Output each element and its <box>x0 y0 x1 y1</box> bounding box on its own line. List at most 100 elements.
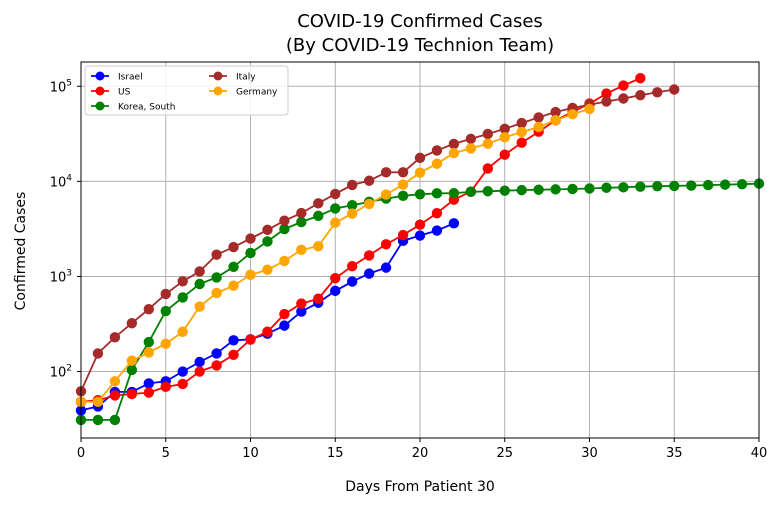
data-point-korea-south <box>550 184 561 195</box>
data-point-us <box>414 219 426 230</box>
data-point-italy <box>313 198 324 209</box>
x-tick-label: 5 <box>162 446 170 461</box>
data-point-italy <box>279 215 290 226</box>
data-point-us <box>635 73 646 84</box>
data-point-italy <box>669 84 680 95</box>
data-point-italy <box>211 249 222 260</box>
series-korea-south <box>75 178 765 426</box>
data-point-korea-south <box>482 186 493 197</box>
data-point-us <box>296 298 307 309</box>
data-point-germany <box>177 326 188 337</box>
data-point-italy <box>499 123 510 134</box>
data-point-italy <box>363 175 375 186</box>
y-tick-base: 10 <box>50 366 67 381</box>
data-point-italy <box>635 89 646 101</box>
data-point-italy <box>380 167 392 178</box>
x-tick-label: 15 <box>327 446 344 461</box>
data-point-italy <box>601 96 612 107</box>
data-point-us <box>499 149 510 160</box>
data-point-korea-south <box>313 210 324 222</box>
data-point-us <box>279 308 290 320</box>
data-point-us <box>109 390 121 401</box>
data-point-germany <box>448 147 460 159</box>
data-point-italy <box>330 188 341 200</box>
data-point-germany <box>143 347 154 358</box>
data-point-italy <box>109 332 121 343</box>
data-point-israel <box>296 306 307 317</box>
data-point-germany <box>228 280 239 291</box>
data-point-germany <box>211 287 222 299</box>
series-line-us <box>80 77 641 403</box>
data-point-italy <box>414 152 426 164</box>
data-point-israel <box>363 268 375 279</box>
data-point-korea-south <box>736 179 748 190</box>
data-point-us <box>262 326 273 337</box>
data-point-us <box>397 229 409 241</box>
data-point-germany <box>465 143 477 154</box>
data-point-us <box>516 137 527 148</box>
data-point-us <box>177 378 188 390</box>
data-point-us <box>194 366 205 377</box>
data-point-us <box>245 334 256 345</box>
data-point-germany <box>194 301 205 312</box>
data-point-italy <box>347 179 358 191</box>
legend-entry-us: US <box>91 86 131 98</box>
x-tick-label: 35 <box>666 446 683 461</box>
data-point-italy <box>550 106 561 118</box>
data-point-germany <box>499 132 510 143</box>
data-point-us <box>363 250 375 261</box>
x-tick-label: 30 <box>581 446 598 461</box>
data-point-korea-south <box>228 261 239 273</box>
data-point-us <box>126 388 138 400</box>
data-point-germany <box>567 108 578 120</box>
data-point-germany <box>296 244 307 255</box>
data-point-israel <box>431 225 443 236</box>
data-point-italy <box>448 138 460 150</box>
legend-label: US <box>118 88 131 98</box>
data-point-germany <box>414 167 426 178</box>
data-point-germany <box>550 115 561 126</box>
data-point-germany <box>516 126 527 138</box>
data-point-korea-south <box>448 187 460 199</box>
y-tick-exponent: 5 <box>66 78 72 88</box>
data-point-italy <box>482 128 493 140</box>
data-point-korea-south <box>567 183 578 195</box>
data-point-us <box>601 88 612 99</box>
data-point-germany <box>397 179 409 190</box>
data-point-korea-south <box>533 184 544 195</box>
data-point-germany <box>363 198 375 210</box>
y-axis-label: Confirmed Cases <box>13 192 29 311</box>
data-point-italy <box>245 233 256 244</box>
y-tick-exponent: 3 <box>66 268 72 278</box>
data-point-korea-south <box>635 181 646 192</box>
legend-marker <box>213 71 223 81</box>
y-tick-base: 10 <box>50 270 67 285</box>
data-point-us <box>380 239 392 250</box>
data-point-italy <box>296 207 307 219</box>
data-point-italy <box>533 112 544 123</box>
data-point-germany <box>160 338 171 349</box>
data-point-germany <box>92 396 104 408</box>
legend-entry-germany: Germany <box>209 86 278 98</box>
legend-label: Germany <box>236 88 278 98</box>
data-point-italy <box>397 167 409 178</box>
data-point-israel <box>414 230 426 241</box>
data-point-israel <box>228 335 239 346</box>
y-tick-base: 10 <box>50 175 67 190</box>
series-italy <box>75 84 680 397</box>
data-point-israel <box>380 262 392 273</box>
data-point-germany <box>431 158 443 169</box>
y-tick-exponent: 2 <box>66 364 72 374</box>
data-point-italy <box>228 241 239 253</box>
series-germany <box>75 103 595 408</box>
data-point-italy <box>92 348 104 359</box>
data-point-korea-south <box>669 180 680 192</box>
data-point-italy <box>516 117 527 129</box>
data-point-us <box>618 80 629 91</box>
data-point-germany <box>330 217 341 228</box>
series-layer <box>75 73 765 426</box>
data-point-korea-south <box>601 182 612 193</box>
data-point-italy <box>126 318 138 329</box>
data-point-korea-south <box>516 184 527 196</box>
